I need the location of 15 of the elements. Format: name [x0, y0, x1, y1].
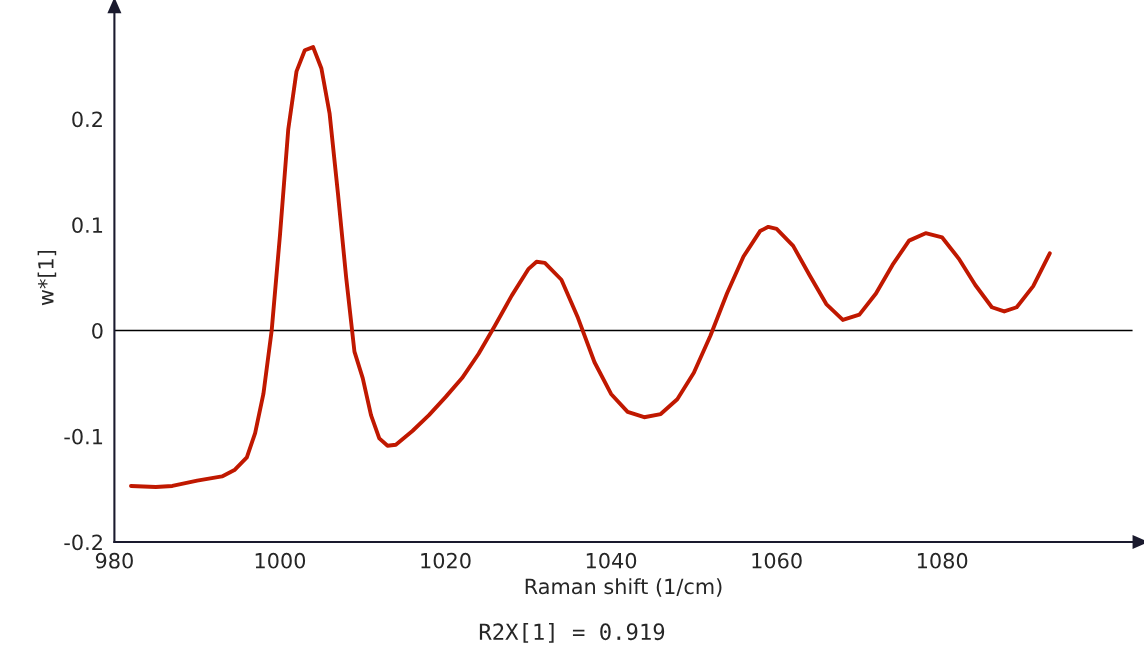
y-tick-label: 0.1 — [72, 217, 103, 233]
x-axis-title: Raman shift (1/cm) — [525, 578, 722, 597]
x-tick-label: 1020 — [421, 552, 471, 569]
x-tick-label: 980 — [95, 552, 133, 569]
x-tick-label: 1040 — [586, 552, 637, 569]
y-tick-label: -0.2 — [64, 534, 102, 551]
y-tick-label: 0.2 — [72, 111, 102, 128]
y-axis-title: w*[1] — [37, 250, 57, 306]
x-tick-label: 1000 — [255, 552, 306, 569]
text: R2X[1] = 0.919 — [479, 622, 665, 643]
x-tick-label: 1060 — [752, 552, 802, 569]
x-tick-label: 1080 — [917, 552, 968, 569]
line-series — [129, 45, 1052, 489]
y-tick-label: -0.1 — [64, 428, 103, 445]
y-tick-label: 0 — [92, 322, 103, 339]
